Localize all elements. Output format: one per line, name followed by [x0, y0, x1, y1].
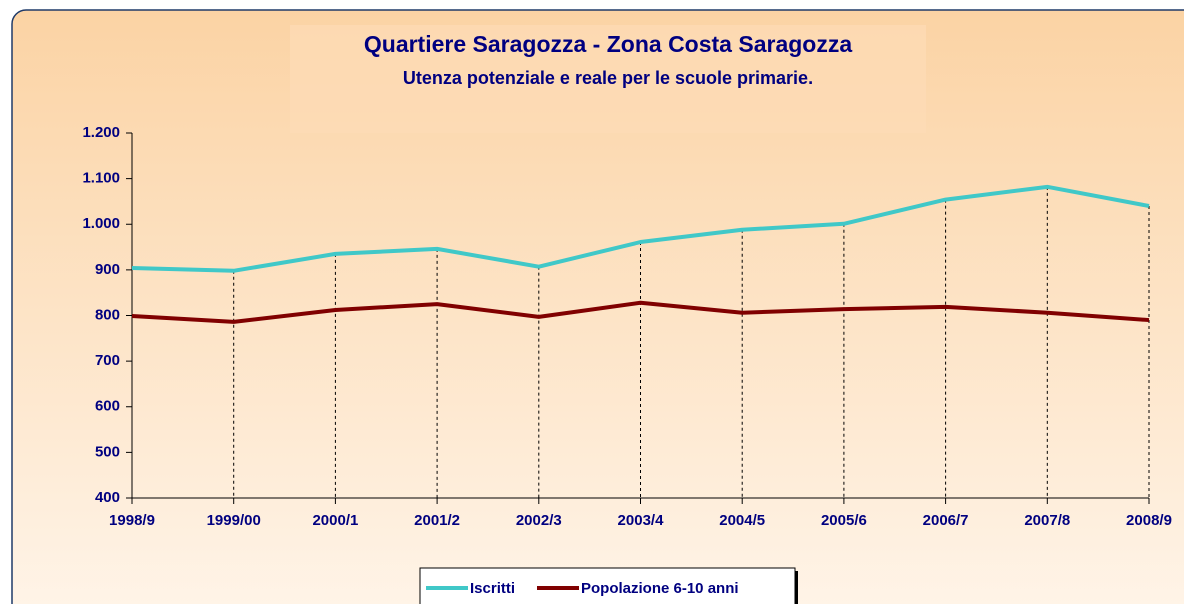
x-tick-label: 2005/6	[821, 512, 867, 529]
legend	[419, 567, 796, 604]
x-tick-label: 2007/8	[1024, 512, 1070, 529]
chart-subtitle: Utenza potenziale e reale per le scuole …	[403, 68, 813, 88]
y-tick-label: 1.100	[82, 170, 120, 187]
x-tick-label: 2002/3	[516, 512, 562, 529]
x-tick-label: 2006/7	[923, 512, 969, 529]
legend-label: Iscritti	[470, 580, 515, 597]
y-tick-label: 400	[95, 489, 120, 506]
x-tick-label: 2001/2	[414, 512, 460, 529]
x-tick-label: 1999/00	[207, 512, 261, 529]
y-tick-label: 900	[95, 261, 120, 278]
legend-label: Popolazione 6-10 anni	[581, 580, 739, 597]
legend-items: Iscritti Popolazione 6-10 anni	[426, 580, 739, 597]
y-tick-label: 600	[95, 398, 120, 415]
series-line	[131, 184, 1150, 273]
series-line	[131, 300, 1150, 324]
x-tick-label: 1998/9	[109, 512, 155, 529]
x-tick-label: 2004/5	[719, 512, 765, 529]
chart-title: Quartiere Saragozza - Zona Costa Saragoz…	[364, 31, 852, 57]
y-tick-label: 1.000	[82, 215, 120, 232]
x-tick-label: 2003/4	[618, 512, 665, 529]
y-tick-label: 1.200	[82, 124, 120, 141]
y-tick-label: 700	[95, 352, 120, 369]
y-tick-label: 500	[95, 443, 120, 460]
x-tick-label: 2008/9	[1126, 512, 1172, 529]
title-box	[290, 25, 926, 133]
y-tick-label: 800	[95, 306, 120, 323]
x-tick-label: 2000/1	[312, 512, 358, 529]
